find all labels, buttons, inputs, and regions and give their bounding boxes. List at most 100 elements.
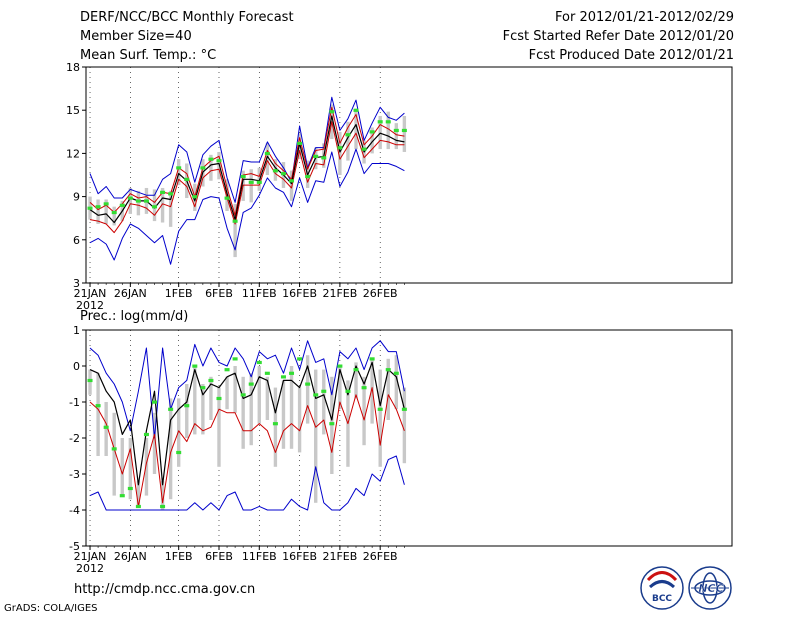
- temperature-panel: 21JAN 26JAN 1FEB 6FEB 11FEB 16FEB 21FEB 26FEB 20…: [66, 61, 733, 312]
- prec-x-tick-label: 16FEB: [282, 550, 317, 563]
- temp-x-tick-label: 1FEB: [165, 287, 193, 300]
- prec-spread-box: [273, 387, 278, 467]
- prec-y-tick-label: -4: [69, 504, 80, 517]
- prec-spread-box: [136, 481, 141, 507]
- prec-spread-box: [120, 438, 124, 496]
- temp-median-marker: [321, 156, 327, 160]
- temp-median-marker: [232, 219, 238, 223]
- prec-x-tick-label: 26FEB: [363, 550, 398, 563]
- temp-median-marker: [127, 196, 133, 200]
- temp-mean-line: [89, 115, 405, 224]
- prec-median-marker: [280, 375, 286, 379]
- precipitation-panel: 21JAN 26JAN 1FEB 6FEB 11FEB 16FEB 21FEB 26FEB 20…: [69, 324, 733, 575]
- prec-y-tick-label: -1: [69, 396, 80, 409]
- temp-median-marker: [289, 179, 295, 183]
- prec-x-tick-label: 21JAN: [74, 550, 107, 563]
- temp-spread-box: [112, 206, 116, 226]
- prec-min-line: [89, 455, 405, 511]
- prec-spread-box: [354, 362, 358, 399]
- prec-median-marker: [345, 389, 351, 393]
- prec-spread-box: [168, 398, 173, 500]
- prec-median-marker: [385, 368, 391, 372]
- prec-spread-box: [201, 384, 205, 435]
- prec-spread-box: [176, 398, 181, 467]
- prec-spread-box: [225, 376, 229, 410]
- prec-median-marker: [248, 382, 254, 386]
- prec-spread-box: [322, 369, 326, 435]
- prec-spread-box: [104, 402, 108, 456]
- prec-median-marker: [305, 382, 311, 386]
- prec-lower-line: [89, 387, 405, 507]
- temp-median-marker: [95, 205, 101, 209]
- prec-spread-box: [338, 366, 342, 410]
- prec-spread-box: [128, 438, 133, 500]
- prec-median-marker: [321, 389, 327, 393]
- prec-median-marker: [208, 378, 214, 383]
- prec-median-marker: [401, 407, 407, 411]
- temp-median-marker: [160, 190, 166, 194]
- prec-spread-box: [386, 358, 390, 420]
- prec-median-marker: [377, 407, 383, 411]
- prec-median-marker: [289, 371, 295, 375]
- prec-spread-box: [233, 366, 237, 413]
- prec-spread-box: [314, 369, 318, 503]
- temp-spread-box: [176, 159, 181, 186]
- temp-x-tick-label: 6FEB: [205, 287, 233, 300]
- prec-x-tick-label: 6FEB: [205, 550, 233, 563]
- temp-median-marker: [353, 108, 359, 112]
- prec-y-tick-label: -2: [69, 432, 80, 445]
- member-size-label: Member Size=40: [80, 29, 192, 44]
- temp-median-marker: [345, 133, 351, 137]
- prec-x-tick-label: 1FEB: [165, 550, 193, 563]
- prec-median-marker: [200, 386, 206, 390]
- bcc-logo-icon: BCC: [640, 566, 684, 610]
- temp-spread-box: [104, 199, 108, 224]
- temp-spread-box: [249, 169, 253, 203]
- prec-median-marker: [87, 378, 93, 383]
- prec-median-marker: [111, 447, 117, 451]
- prec-spread-box: [378, 369, 382, 467]
- prec-spread-box: [96, 373, 100, 456]
- logos: BCC NCC: [640, 566, 732, 610]
- forecast-period-label: For 2012/01/21-2012/02/29: [555, 10, 734, 25]
- prec-spread-box: [394, 355, 399, 410]
- temp-median-marker: [200, 166, 206, 170]
- temp-min-line: [89, 148, 405, 265]
- prec-spread-box: [160, 481, 165, 510]
- temp-spread-box: [338, 131, 342, 175]
- prec-spread-box: [297, 387, 302, 453]
- prec-spread-box: [217, 387, 221, 467]
- prec-frame: [85, 329, 733, 547]
- temp-y-tick-label: 3: [73, 277, 80, 290]
- temp-spread-box: [370, 127, 374, 154]
- temp-y-tick-label: 15: [66, 104, 80, 117]
- prec-y-tick-label: -3: [69, 468, 80, 481]
- temp-x-tick-label: 21JAN: [74, 287, 107, 300]
- prec-spread-box: [265, 376, 270, 420]
- prec-mean-line: [89, 361, 405, 486]
- ncc-logo-label: NCC: [698, 582, 723, 595]
- prec-median-marker: [127, 486, 133, 491]
- temp-median-marker: [103, 202, 109, 206]
- temp-y-tick-label: 18: [66, 61, 80, 74]
- prec-median-marker: [152, 400, 158, 404]
- prec-median-marker: [353, 368, 359, 372]
- prec-spread-box: [241, 376, 245, 449]
- prec-median-marker: [337, 364, 343, 368]
- temp-x-tick-label: 21FEB: [322, 287, 357, 300]
- temp-median-marker: [256, 180, 262, 184]
- temp-median-marker: [401, 128, 407, 133]
- prec-y-tick-label: 1: [73, 324, 80, 337]
- precip-panel-title: Prec.: log(mm/d): [80, 309, 189, 324]
- prec-median-marker: [369, 357, 375, 361]
- prec-spread-box: [209, 376, 213, 420]
- prec-x-year-label: 2012: [76, 562, 104, 575]
- prec-median-marker: [192, 364, 198, 368]
- prec-spread-box: [305, 355, 310, 424]
- start-date-label: Fcst Started Refer Date 2012/01/20: [502, 29, 734, 44]
- prec-y-tick-label: -5: [69, 540, 80, 553]
- temp-x-tick-label: 16FEB: [282, 287, 317, 300]
- bcc-logo-label: BCC: [652, 594, 672, 604]
- prec-median-marker: [224, 368, 230, 372]
